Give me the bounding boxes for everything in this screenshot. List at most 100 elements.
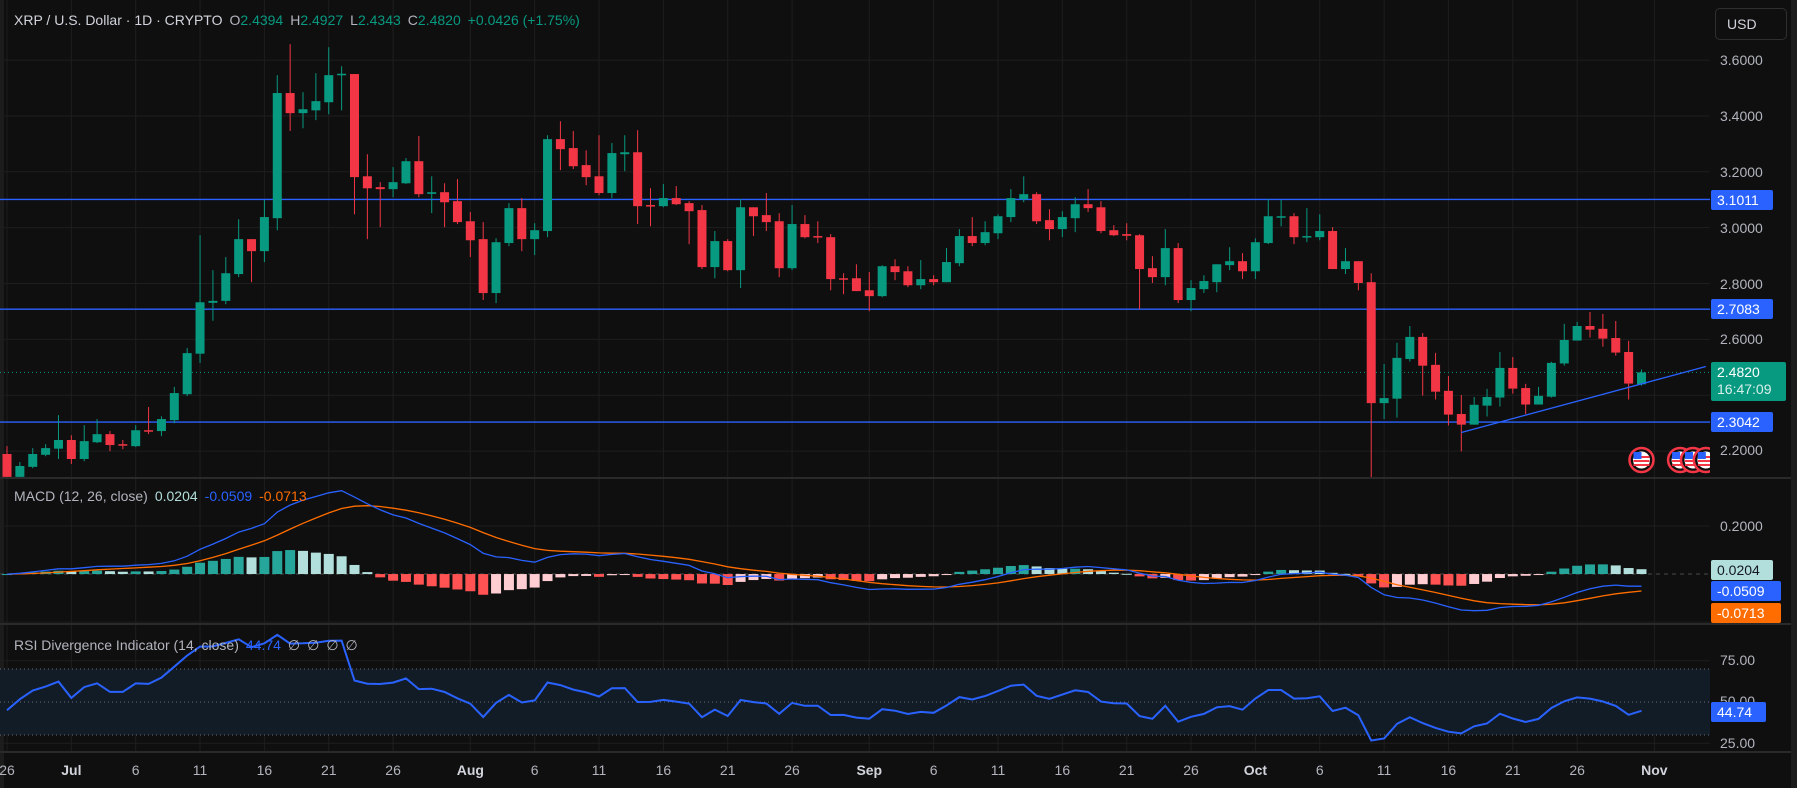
- macd-histogram-bar: [1263, 571, 1274, 575]
- macd-histogram-bar: [1044, 568, 1055, 575]
- macd-histogram-bar: [941, 574, 952, 576]
- candle: [465, 212, 475, 258]
- flag-canton: [1672, 452, 1681, 459]
- candle: [92, 419, 102, 444]
- candle-body: [710, 241, 720, 268]
- candle: [633, 130, 643, 225]
- macd-histogram-bar: [902, 574, 913, 578]
- macd-legend[interactable]: MACD (12, 26, close) 0.0204 -0.0509 -0.0…: [14, 488, 307, 504]
- candle: [182, 348, 192, 397]
- candle-body: [581, 165, 591, 178]
- price-tick: 3.6000: [1720, 52, 1763, 68]
- macd-tick: 0.2000: [1720, 518, 1763, 534]
- candle-body: [221, 273, 231, 301]
- candle-body: [1546, 362, 1556, 397]
- candle-body: [1443, 390, 1453, 415]
- candle-body: [1366, 282, 1376, 404]
- candle-body: [1122, 234, 1132, 236]
- macd-histogram-badge: 0.0204: [1711, 560, 1773, 580]
- candle: [942, 248, 952, 283]
- time-axis-label: 11: [192, 762, 208, 778]
- candle: [980, 221, 990, 246]
- rsi-value-badge: 44.74: [1711, 702, 1766, 722]
- macd-signal-line: [6, 505, 1642, 606]
- candle: [1598, 314, 1608, 347]
- macd-histogram-bar: [581, 574, 592, 576]
- macd-histogram-bar: [1237, 574, 1248, 577]
- rsi-title[interactable]: RSI Divergence Indicator (14, close): [14, 637, 239, 653]
- candle-body: [1598, 328, 1608, 339]
- candle-body: [1250, 242, 1260, 272]
- time-axis-label: 21: [320, 762, 337, 778]
- candle-body: [1431, 364, 1441, 392]
- macd-histogram-bar: [491, 574, 502, 594]
- candle-countdown: 16:47:09: [1717, 381, 1772, 397]
- candle-body: [1353, 261, 1363, 284]
- candle-body: [1534, 395, 1544, 405]
- candle-body: [877, 266, 887, 297]
- macd-title[interactable]: MACD (12, 26, close): [14, 488, 148, 504]
- candle: [1353, 261, 1363, 291]
- candle: [156, 416, 166, 437]
- candle: [697, 205, 707, 270]
- candlestick-series: [2, 44, 1646, 478]
- candle-body: [697, 210, 707, 268]
- rsi-tick: 75.00: [1720, 652, 1756, 668]
- candle-body: [1392, 357, 1402, 399]
- candle: [53, 415, 63, 460]
- macd-histogram-bar: [349, 564, 360, 575]
- macd-histogram-bar: [748, 574, 759, 581]
- candle-body: [993, 216, 1003, 234]
- candle-body: [1456, 414, 1466, 425]
- candle: [1379, 364, 1389, 420]
- time-axis-label: 26: [784, 762, 800, 778]
- candle: [813, 221, 823, 244]
- candle-body: [2, 453, 12, 477]
- candle-body: [1238, 261, 1248, 272]
- candle: [658, 184, 668, 208]
- macd-line-value: -0.0509: [204, 488, 253, 504]
- candle: [646, 188, 655, 227]
- candle: [1173, 243, 1183, 304]
- macd-histogram-bar: [967, 570, 978, 575]
- candle: [2, 446, 12, 478]
- candle: [877, 265, 887, 298]
- chart-frame-right: [1791, 0, 1797, 788]
- macd-histogram-bar: [195, 562, 206, 575]
- candle-body: [1032, 194, 1042, 222]
- flag-stripe: [1697, 464, 1710, 466]
- symbol-legend[interactable]: XRP / U.S. Dollar · 1D · CRYPTO O2.4394 …: [14, 12, 580, 28]
- candle-body: [813, 236, 823, 238]
- candle: [594, 135, 604, 196]
- candle: [1302, 208, 1312, 243]
- time-axis-label: 16: [256, 762, 273, 778]
- candle: [723, 239, 733, 272]
- candle: [1521, 383, 1531, 415]
- macd-histogram-bar: [1057, 568, 1068, 575]
- candle-body: [324, 75, 334, 103]
- candle: [208, 270, 218, 321]
- currency-button[interactable]: USD: [1715, 8, 1787, 40]
- candle: [851, 264, 861, 292]
- price-tick: 2.6000: [1720, 331, 1763, 347]
- macd-histogram-bar: [1340, 573, 1351, 575]
- flag-canton: [1633, 452, 1642, 459]
- candle-body: [684, 203, 694, 212]
- macd-histogram-bar: [1391, 574, 1402, 587]
- flag-stripe: [1633, 464, 1650, 466]
- macd-histogram-bar: [838, 574, 849, 581]
- symbol-title[interactable]: XRP / U.S. Dollar · 1D · CRYPTO: [14, 12, 223, 28]
- candle: [1392, 342, 1402, 418]
- time-axis-label: 21: [719, 762, 736, 778]
- candle-body: [427, 192, 437, 194]
- macd-histogram-bar: [439, 574, 450, 588]
- macd-histogram-bar: [799, 574, 810, 579]
- candle: [1624, 340, 1634, 400]
- candle-body: [79, 441, 89, 460]
- high-value: 2.4927: [300, 12, 344, 28]
- candle-body: [1057, 217, 1067, 230]
- low-label: L: [350, 12, 358, 28]
- rsi-line: [6, 633, 1642, 742]
- rsi-legend[interactable]: RSI Divergence Indicator (14, close) 44.…: [14, 637, 358, 654]
